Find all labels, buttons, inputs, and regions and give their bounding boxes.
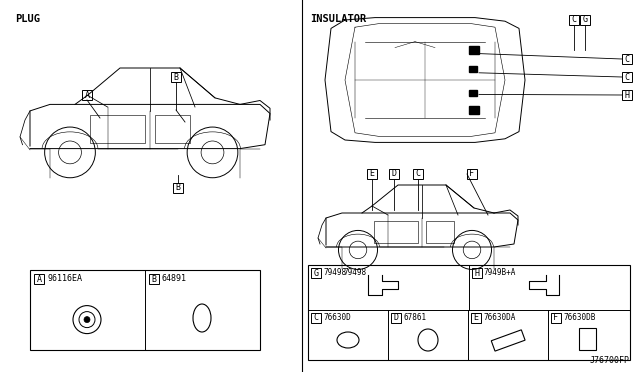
Text: F: F xyxy=(470,170,474,179)
Bar xyxy=(374,221,418,243)
Bar xyxy=(471,313,481,323)
Text: A: A xyxy=(84,90,90,99)
Bar xyxy=(622,54,632,64)
Bar xyxy=(469,46,479,54)
Bar xyxy=(579,328,596,350)
Text: 96116EA: 96116EA xyxy=(47,274,82,283)
Text: B: B xyxy=(175,183,180,192)
Bar xyxy=(90,115,145,143)
Bar xyxy=(426,221,454,243)
Text: A: A xyxy=(36,275,42,283)
Bar xyxy=(569,15,579,25)
Bar xyxy=(311,268,321,278)
Text: E: E xyxy=(474,314,479,323)
Bar xyxy=(389,169,399,179)
Text: 79498: 79498 xyxy=(323,268,346,277)
Bar xyxy=(580,15,590,25)
Bar xyxy=(472,268,482,278)
Text: C: C xyxy=(625,73,630,81)
Text: 64891: 64891 xyxy=(162,274,187,283)
Text: D: D xyxy=(392,170,397,179)
Text: INSULATOR: INSULATOR xyxy=(310,14,366,24)
Text: PLUG: PLUG xyxy=(15,14,40,24)
Bar xyxy=(413,169,423,179)
Circle shape xyxy=(84,317,90,323)
Text: H: H xyxy=(625,90,630,99)
Text: G: G xyxy=(314,269,319,278)
Bar xyxy=(34,274,44,284)
Bar xyxy=(391,313,401,323)
Bar xyxy=(311,313,321,323)
Bar xyxy=(155,115,190,143)
Bar xyxy=(308,265,630,360)
Text: D: D xyxy=(394,314,399,323)
Bar xyxy=(469,106,479,115)
Text: B: B xyxy=(152,275,157,283)
Text: 7949B+A: 7949B+A xyxy=(484,268,516,277)
Text: B: B xyxy=(173,73,179,81)
Text: C: C xyxy=(314,314,319,323)
Bar xyxy=(30,270,260,350)
Text: J76700FP: J76700FP xyxy=(590,356,630,365)
Text: C: C xyxy=(625,55,630,64)
Bar xyxy=(492,330,525,351)
Text: 76630DA: 76630DA xyxy=(483,313,515,322)
Text: C: C xyxy=(415,170,420,179)
Bar xyxy=(551,313,561,323)
Bar xyxy=(82,90,92,100)
Bar xyxy=(622,90,632,100)
Bar xyxy=(367,169,377,179)
Bar xyxy=(469,90,477,96)
Bar xyxy=(469,65,477,71)
Bar xyxy=(173,183,183,193)
Text: G: G xyxy=(582,16,588,25)
Text: C: C xyxy=(572,16,577,25)
Bar xyxy=(622,72,632,82)
Text: 76630DB: 76630DB xyxy=(563,313,595,322)
Text: F: F xyxy=(554,314,559,323)
Text: 79498: 79498 xyxy=(343,268,366,277)
Bar xyxy=(149,274,159,284)
Text: 76630D: 76630D xyxy=(323,313,351,322)
Text: 67861: 67861 xyxy=(403,313,426,322)
Bar xyxy=(467,169,477,179)
Text: E: E xyxy=(369,170,374,179)
Text: H: H xyxy=(474,269,479,278)
Bar xyxy=(171,72,181,82)
